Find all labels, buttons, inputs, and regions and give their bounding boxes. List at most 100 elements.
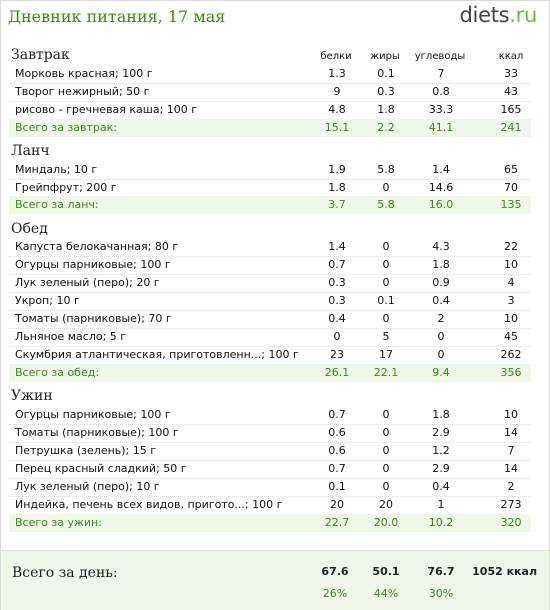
day-fat-total: 50.1 (372, 565, 400, 578)
kcal-total: 356 (500, 366, 522, 379)
fat-value: 5.8 (377, 163, 395, 176)
protein-value: 20 (330, 498, 344, 511)
kcal-value: 22 (504, 240, 518, 253)
food-name: Укроп; 10 г (15, 294, 80, 307)
food-name: Перец красный сладкий; 50 г (15, 462, 187, 475)
kcal-value: 14 (504, 462, 518, 475)
protein-value: 0.3 (328, 276, 346, 289)
kcal-value: 45 (504, 330, 518, 343)
kcal-value: 70 (504, 181, 518, 194)
protein-value: 4.8 (328, 103, 346, 116)
food-name: Капуста белокачанная; 80 г (15, 240, 179, 253)
brand-name: diets (459, 3, 510, 27)
kcal-value: 65 (504, 163, 518, 176)
protein-value: 0 (333, 330, 341, 343)
protein-value: 0.7 (328, 408, 346, 421)
section-total-row: Всего за ужин: 22.7 20.0 10.2 320 (9, 514, 531, 532)
protein-total: 3.7 (328, 198, 346, 211)
section-total-row: Всего за обед: 26.1 22.1 9.4 356 (9, 364, 531, 382)
carbs-value: 2.9 (432, 426, 450, 439)
food-name: Огурцы парниковые; 100 г (15, 408, 171, 421)
carbs-value: 14.6 (428, 181, 454, 194)
food-row: Перец красный сладкий; 50 г 0.7 0 2.9 14 (9, 460, 531, 479)
food-name: Томаты (парниковые); 100 г (15, 426, 179, 439)
food-name: Скумбрия атлантическая, приготовленн...;… (15, 348, 299, 361)
fat-value: 5 (382, 330, 390, 343)
food-row: Лук зеленый (перо); 20 г 0.3 0 0.9 4 (9, 274, 531, 293)
fat-value: 0.1 (377, 67, 395, 80)
fat-value: 0 (382, 240, 390, 253)
col-header-protein: белки (320, 51, 352, 62)
fat-value: 0 (382, 181, 390, 194)
day-protein-percent: 26% (322, 587, 348, 600)
food-name: Льняное масло; 5 г (15, 330, 127, 343)
carbs-value: 0 (437, 330, 445, 343)
carbs-value: 4.3 (432, 240, 450, 253)
protein-value: 1.8 (328, 181, 346, 194)
col-header-kcal: ккал (498, 51, 524, 62)
carbs-value: 1.4 (432, 163, 450, 176)
carbs-value: 0.4 (432, 294, 450, 307)
kcal-value: 10 (504, 408, 518, 421)
protein-value: 1.3 (328, 67, 346, 80)
food-row: Творог нежирный; 50 г 9 0.3 0.8 43 (9, 83, 531, 102)
fat-value: 0 (382, 276, 390, 289)
carbs-value: 1.8 (432, 408, 450, 421)
fat-total: 2.2 (377, 121, 395, 134)
food-row: Индейка, печень всех видов, пригото...; … (9, 496, 531, 515)
food-row: рисово - гречневая каша; 100 г 4.8 1.8 3… (9, 101, 531, 120)
food-row: Скумбрия атлантическая, приготовленн...;… (9, 346, 531, 365)
fat-value: 0 (382, 462, 390, 475)
day-carbs-total: 76.7 (427, 565, 455, 578)
food-name: Миндаль; 10 г (15, 163, 98, 176)
kcal-value: 10 (504, 258, 518, 271)
fat-value: 0 (382, 258, 390, 271)
kcal-value: 7 (507, 444, 515, 457)
kcal-value: 14 (504, 426, 518, 439)
day-carbs-percent: 30% (428, 587, 454, 600)
kcal-value: 4 (507, 276, 515, 289)
food-row: Капуста белокачанная; 80 г 1.4 0 4.3 22 (9, 238, 531, 257)
food-row: Льняное масло; 5 г 0 5 0 45 (9, 328, 531, 347)
section-total-row: Всего за завтрак: 15.1 2.2 41.1 241 (9, 119, 531, 137)
protein-value: 0.6 (328, 444, 346, 457)
day-protein-total: 67.6 (321, 565, 349, 578)
protein-value: 0.1 (328, 480, 346, 493)
food-row: Томаты (парниковые); 100 г 0.6 0 2.9 14 (9, 424, 531, 443)
carbs-total: 10.2 (428, 516, 454, 529)
fat-value: 1.8 (377, 103, 395, 116)
kcal-total: 135 (500, 198, 522, 211)
carbs-value: 2 (437, 312, 445, 325)
protein-value: 0.6 (328, 426, 346, 439)
total-label: Всего за ужин: (15, 516, 102, 529)
fat-value: 0 (382, 426, 390, 439)
protein-value: 9 (333, 85, 341, 98)
day-total-label: Всего за день: (12, 565, 118, 581)
food-row: Томаты (парниковые); 70 г 0.4 0 2 10 (9, 310, 531, 329)
kcal-value: 2 (507, 480, 515, 493)
brand-tld: .ru (509, 3, 537, 27)
protein-value: 0.7 (328, 258, 346, 271)
carbs-value: 0.9 (432, 276, 450, 289)
fat-value: 20 (379, 498, 393, 511)
total-label: Всего за завтрак: (15, 121, 118, 134)
carbs-value: 0 (437, 348, 445, 361)
food-row: Грейпфрут; 200 г 1.8 0 14.6 70 (9, 179, 531, 198)
total-label: Всего за ланч: (15, 198, 99, 211)
site-logo[interactable]: diets.ru (459, 3, 538, 27)
carbs-total: 41.1 (428, 121, 454, 134)
food-row: Петрушка (зелень); 15 г 0.6 0 1.2 7 (9, 442, 531, 461)
carbs-total: 16.0 (428, 198, 454, 211)
food-row: Морковь красная; 100 г 1.3 0.1 7 33 (9, 65, 531, 84)
carbs-value: 2.9 (432, 462, 450, 475)
protein-total: 26.1 (324, 366, 350, 379)
food-row: Укроп; 10 г 0.3 0.1 0.4 3 (9, 292, 531, 311)
fat-value: 0 (382, 408, 390, 421)
food-row: Лук зеленый (перо); 10 г 0.1 0 0.4 2 (9, 478, 531, 497)
day-kcal-total: 1052 ккал (472, 565, 537, 578)
fat-value: 0 (382, 444, 390, 457)
kcal-value: 273 (500, 498, 522, 511)
carbs-value: 1 (437, 498, 445, 511)
carbs-value: 7 (437, 67, 445, 80)
